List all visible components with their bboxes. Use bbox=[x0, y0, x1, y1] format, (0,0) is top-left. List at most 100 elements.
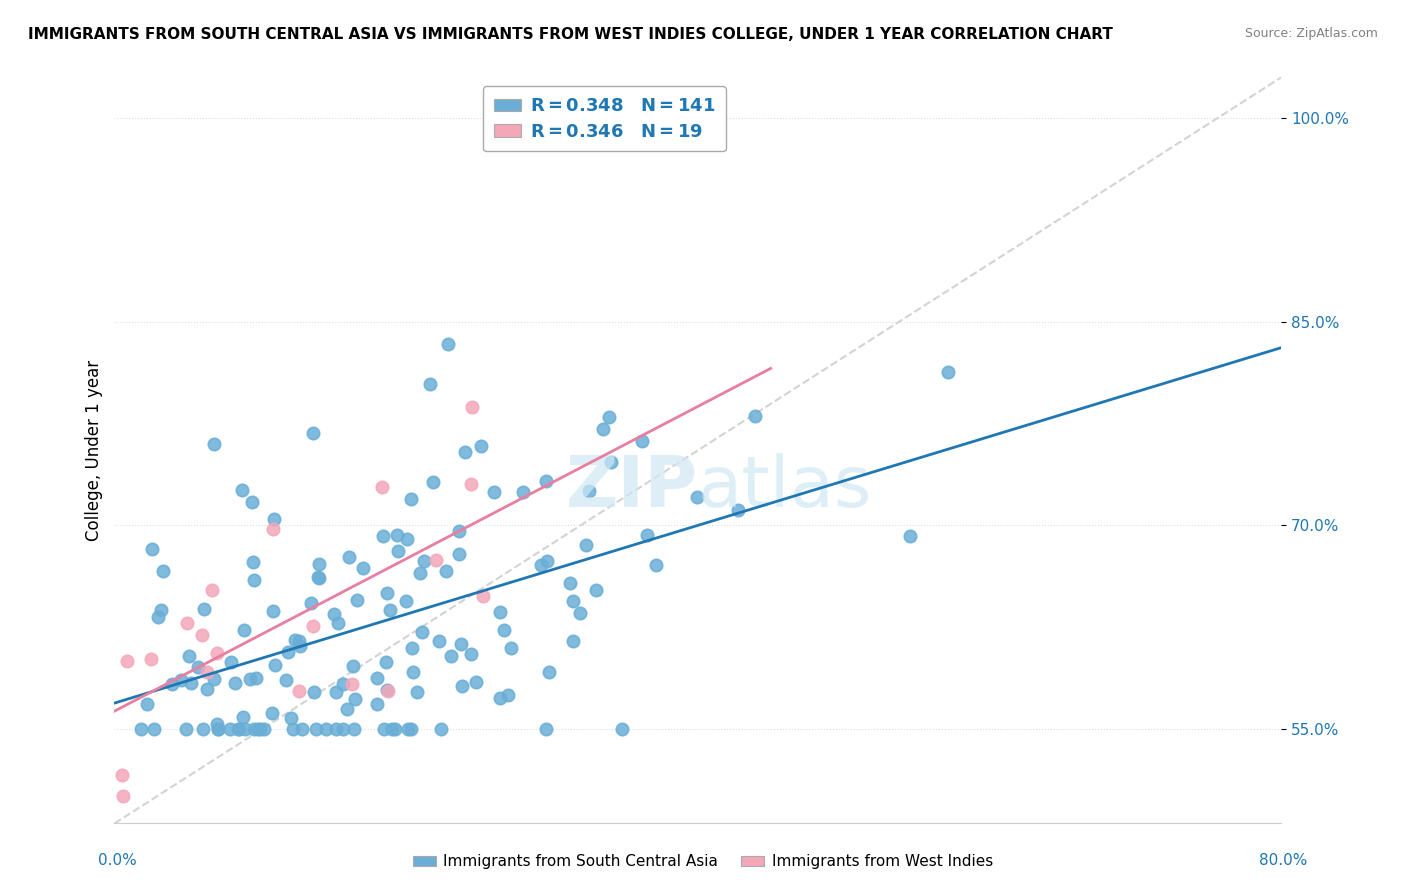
Point bbox=[425, 552, 447, 566]
Point bbox=[176, 615, 198, 630]
Point bbox=[378, 602, 401, 616]
Point bbox=[561, 593, 583, 607]
Point bbox=[262, 604, 284, 618]
Point bbox=[558, 576, 581, 591]
Point bbox=[337, 549, 360, 564]
Point bbox=[253, 722, 276, 736]
Point bbox=[460, 476, 482, 491]
Point bbox=[325, 685, 347, 699]
Point bbox=[592, 422, 614, 436]
Point bbox=[284, 632, 307, 647]
Point bbox=[191, 722, 214, 736]
Point bbox=[264, 657, 287, 672]
Point bbox=[399, 491, 422, 506]
Point bbox=[221, 655, 243, 669]
Point bbox=[344, 692, 367, 706]
Point bbox=[472, 589, 495, 603]
Point bbox=[239, 672, 262, 686]
Point bbox=[449, 547, 471, 561]
Point bbox=[180, 675, 202, 690]
Point bbox=[193, 601, 215, 615]
Point bbox=[460, 401, 482, 415]
Point bbox=[302, 619, 325, 633]
Point bbox=[111, 768, 134, 782]
Point bbox=[281, 722, 304, 736]
Point bbox=[401, 640, 423, 655]
Point bbox=[744, 409, 766, 424]
Point bbox=[460, 647, 482, 661]
Point bbox=[437, 337, 460, 351]
Point bbox=[304, 685, 326, 699]
Point bbox=[263, 512, 285, 526]
Point bbox=[599, 455, 621, 469]
Point bbox=[322, 607, 344, 621]
Point bbox=[430, 722, 453, 736]
Point bbox=[301, 426, 323, 441]
Point bbox=[375, 683, 398, 698]
Point bbox=[315, 722, 337, 736]
Point bbox=[482, 485, 505, 500]
Point bbox=[496, 688, 519, 702]
Point bbox=[536, 474, 558, 488]
Point bbox=[434, 564, 457, 578]
Point bbox=[141, 541, 163, 556]
Point bbox=[231, 483, 253, 498]
Point bbox=[342, 722, 364, 736]
Point bbox=[395, 532, 418, 546]
Point bbox=[276, 673, 298, 687]
Legend: $\mathbf{R = 0.348}$   $\mathbf{N = 141}$, $\mathbf{R = 0.346}$   $\mathbf{N =  : $\mathbf{R = 0.348}$ $\mathbf{N = 141}$,… bbox=[482, 87, 725, 152]
Point bbox=[465, 675, 488, 690]
Point bbox=[195, 665, 218, 679]
Point bbox=[152, 564, 174, 578]
Point bbox=[249, 722, 271, 736]
Point bbox=[396, 722, 419, 736]
Point bbox=[342, 659, 364, 673]
Point bbox=[578, 484, 600, 499]
Point bbox=[686, 490, 709, 504]
Point bbox=[202, 437, 225, 451]
Point bbox=[187, 659, 209, 673]
Point bbox=[332, 722, 354, 736]
Point bbox=[288, 639, 311, 653]
Point bbox=[195, 682, 218, 697]
Point bbox=[377, 684, 399, 698]
Point bbox=[499, 640, 522, 655]
Text: Source: ZipAtlas.com: Source: ZipAtlas.com bbox=[1244, 27, 1378, 40]
Point bbox=[387, 544, 409, 558]
Point bbox=[346, 593, 368, 607]
Point bbox=[411, 625, 433, 640]
Point bbox=[450, 680, 472, 694]
Point bbox=[304, 722, 326, 736]
Point bbox=[207, 722, 229, 736]
Point bbox=[352, 561, 374, 575]
Point bbox=[160, 677, 183, 691]
Point bbox=[492, 624, 515, 638]
Point bbox=[381, 722, 404, 736]
Point bbox=[242, 494, 264, 508]
Point bbox=[232, 710, 254, 724]
Legend: Immigrants from South Central Asia, Immigrants from West Indies: Immigrants from South Central Asia, Immi… bbox=[406, 848, 1000, 875]
Point bbox=[205, 646, 228, 660]
Point bbox=[174, 722, 197, 736]
Point bbox=[299, 596, 322, 610]
Point bbox=[413, 554, 436, 568]
Point bbox=[111, 789, 134, 804]
Point bbox=[205, 717, 228, 731]
Point bbox=[631, 434, 654, 448]
Point bbox=[308, 558, 330, 572]
Point bbox=[470, 439, 492, 453]
Point bbox=[373, 722, 395, 736]
Point bbox=[332, 677, 354, 691]
Point bbox=[366, 671, 388, 685]
Point bbox=[260, 706, 283, 720]
Point bbox=[374, 655, 396, 669]
Point bbox=[328, 616, 350, 631]
Point bbox=[512, 484, 534, 499]
Point bbox=[536, 722, 558, 736]
Point bbox=[568, 606, 591, 620]
Point bbox=[440, 649, 463, 664]
Point bbox=[575, 538, 598, 552]
Point bbox=[562, 634, 585, 648]
Point bbox=[402, 665, 425, 680]
Point bbox=[401, 722, 423, 736]
